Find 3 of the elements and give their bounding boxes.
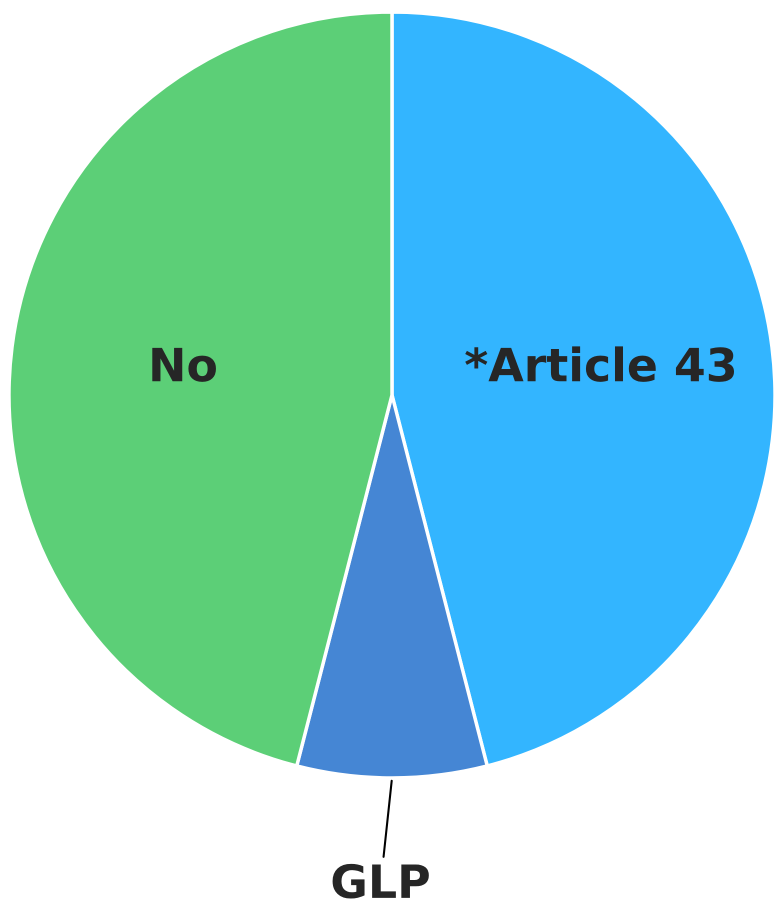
slice-label: No <box>152 348 216 382</box>
slice-label: *Article 43 <box>465 346 734 382</box>
slice-label: GLP <box>332 864 429 899</box>
